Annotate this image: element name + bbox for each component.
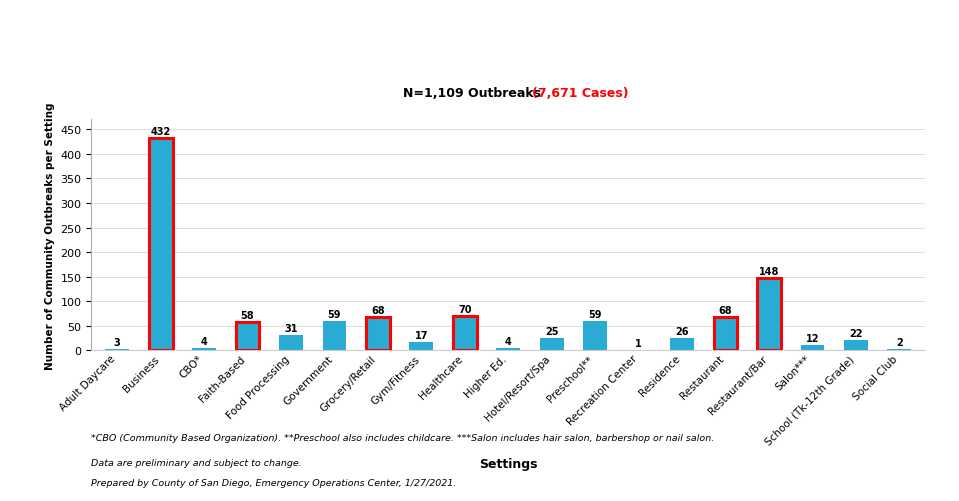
Text: Prepared by County of San Diego, Emergency Operations Center, 1/27/2021.: Prepared by County of San Diego, Emergen… [91, 478, 456, 487]
Text: (March 25, 2020-January 25, 2021): (March 25, 2020-January 25, 2021) [12, 65, 325, 80]
Bar [409, 342, 433, 351]
Bar [236, 322, 260, 351]
Text: 58: 58 [241, 310, 254, 320]
Text: 59: 59 [328, 310, 341, 320]
Bar [713, 317, 737, 351]
Text: 148: 148 [759, 266, 779, 276]
Bar [322, 322, 346, 351]
Text: 70: 70 [458, 305, 472, 315]
Bar [105, 349, 129, 351]
Bar [366, 317, 390, 351]
Bar [887, 350, 911, 351]
Text: N=1,109 Outbreaks: N=1,109 Outbreaks [403, 87, 545, 100]
Text: 4: 4 [504, 337, 512, 347]
Text: 68: 68 [718, 306, 733, 316]
Bar [366, 317, 390, 351]
Text: 2: 2 [896, 338, 902, 348]
Bar [192, 349, 216, 351]
X-axis label: Settings: Settings [479, 457, 538, 470]
Text: Data are preliminary and subject to change.: Data are preliminary and subject to chan… [91, 458, 302, 467]
Bar [497, 349, 520, 351]
Bar [757, 278, 781, 351]
Text: 17: 17 [414, 331, 428, 340]
Bar [757, 278, 781, 351]
Text: 25: 25 [545, 327, 558, 337]
Bar [670, 338, 694, 351]
Text: 22: 22 [849, 328, 863, 338]
Bar [149, 139, 173, 351]
Text: COVID-19 CONFIRMED COMMUNITY OUTBREAKS PER SETTING: COVID-19 CONFIRMED COMMUNITY OUTBREAKS P… [12, 22, 568, 37]
Text: 68: 68 [371, 306, 385, 316]
Bar [236, 322, 260, 351]
Bar [801, 345, 825, 351]
Y-axis label: Number of Community Outbreaks per Setting: Number of Community Outbreaks per Settin… [45, 102, 55, 369]
Text: (7,671 Cases): (7,671 Cases) [532, 87, 629, 100]
Text: 26: 26 [675, 326, 689, 336]
Bar [844, 340, 868, 351]
Bar [279, 336, 303, 351]
Text: 432: 432 [151, 127, 171, 137]
Bar [583, 322, 607, 351]
Text: 3: 3 [114, 337, 121, 347]
Bar [453, 316, 477, 351]
Bar [149, 139, 173, 351]
Text: 4: 4 [200, 337, 207, 347]
Text: *CBO (Community Based Organization). **Preschool also includes childcare. ***Sal: *CBO (Community Based Organization). **P… [91, 433, 714, 442]
Text: 31: 31 [284, 324, 297, 334]
Bar [453, 316, 477, 351]
Text: 1: 1 [635, 338, 642, 348]
Text: 59: 59 [589, 310, 602, 320]
Bar [713, 317, 737, 351]
Text: 12: 12 [806, 333, 819, 343]
Bar [540, 339, 564, 351]
